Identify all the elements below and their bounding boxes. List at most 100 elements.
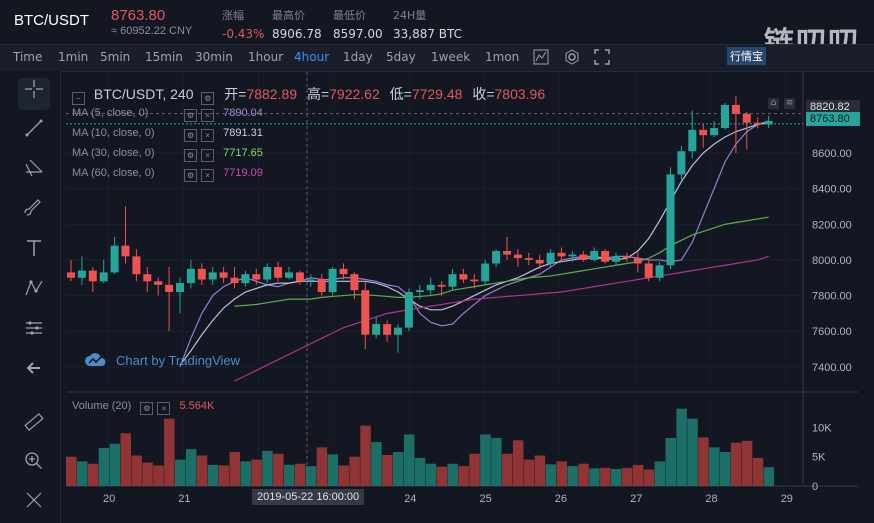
fib-icon[interactable] bbox=[18, 157, 50, 189]
interval-time[interactable]: Time bbox=[13, 50, 43, 64]
volume-bar bbox=[523, 459, 535, 486]
measure-icon[interactable] bbox=[18, 317, 50, 349]
interval-4hour[interactable]: 4hour bbox=[294, 50, 330, 64]
legend-settings-icon[interactable]: ⚙ bbox=[201, 92, 215, 105]
pattern-icon[interactable] bbox=[18, 277, 50, 309]
ma60-settings-icon[interactable]: ⚙ bbox=[184, 169, 198, 182]
pair-title: BTC/USDT bbox=[14, 12, 89, 29]
back-arrow-icon[interactable] bbox=[18, 357, 50, 389]
candle-body bbox=[241, 274, 250, 284]
candle-body bbox=[579, 254, 588, 260]
ma5-close-icon[interactable]: × bbox=[201, 109, 215, 122]
volume-settings-icon[interactable]: ⚙ bbox=[140, 402, 154, 415]
cloud-icon bbox=[85, 353, 106, 366]
y-tick-label: 7600.00 bbox=[812, 326, 852, 338]
cny-price: ≈ 60952.22 CNY bbox=[111, 25, 193, 37]
candle-body bbox=[361, 290, 370, 335]
volume-bar bbox=[196, 455, 208, 486]
candle-body bbox=[437, 284, 446, 287]
volume-bar bbox=[327, 454, 339, 486]
candle-body bbox=[285, 272, 293, 278]
candle-body bbox=[208, 272, 217, 280]
volume-bar bbox=[425, 463, 437, 486]
scale-menu-icon[interactable]: ≡ bbox=[784, 98, 795, 109]
x-tick-label: 27 bbox=[630, 493, 642, 505]
ruler-icon[interactable] bbox=[18, 411, 50, 443]
settings-gear-icon[interactable] bbox=[564, 49, 580, 65]
interval-5min[interactable]: 5min bbox=[100, 50, 131, 64]
volume-bar bbox=[534, 455, 546, 486]
candle-body bbox=[546, 252, 555, 264]
candle-body bbox=[274, 267, 283, 278]
candle-body bbox=[710, 128, 719, 136]
volume-legend: Volume (20) ⚙ × 5.564K bbox=[72, 400, 214, 415]
candle-body bbox=[513, 254, 522, 259]
candle-body bbox=[99, 272, 108, 282]
y-tick-label: 7800.00 bbox=[812, 291, 852, 303]
scale-lock-icon[interactable]: ⌂ bbox=[768, 98, 779, 109]
interval-1day[interactable]: 1day bbox=[343, 50, 373, 64]
ma30-settings-icon[interactable]: ⚙ bbox=[184, 149, 198, 162]
last-price: 8763.80 bbox=[111, 7, 166, 24]
volume-bar bbox=[284, 464, 295, 486]
interval-1week[interactable]: 1week bbox=[431, 50, 471, 64]
y-tick-label: 7400.00 bbox=[812, 362, 852, 374]
fullscreen-icon[interactable] bbox=[594, 49, 610, 65]
candle-body bbox=[699, 129, 708, 136]
volume-bar bbox=[338, 465, 349, 486]
volume-bar bbox=[621, 467, 633, 486]
candle-body bbox=[459, 274, 468, 280]
candle-body bbox=[731, 104, 740, 114]
collapse-icon[interactable]: − bbox=[72, 92, 85, 105]
interval-1mon[interactable]: 1mon bbox=[485, 50, 520, 64]
candle-body bbox=[764, 120, 773, 125]
candle-body bbox=[655, 265, 664, 278]
candle-body bbox=[492, 251, 501, 264]
candle-body bbox=[328, 268, 337, 292]
candle-body bbox=[263, 267, 272, 280]
candle-body bbox=[165, 284, 174, 292]
ma10-settings-icon[interactable]: ⚙ bbox=[184, 129, 198, 142]
volume-bar bbox=[251, 459, 262, 486]
tradingview-watermark[interactable]: Chart by TradingView bbox=[84, 352, 240, 368]
volume-bar bbox=[349, 456, 360, 486]
candle-body bbox=[197, 268, 206, 280]
ma10-close-icon[interactable]: × bbox=[201, 129, 215, 142]
interval-5day[interactable]: 5day bbox=[386, 50, 416, 64]
candle-body bbox=[742, 113, 751, 123]
magnet-icon[interactable] bbox=[18, 489, 50, 521]
low-value-2: 7729.48 bbox=[411, 86, 463, 102]
text-icon[interactable] bbox=[18, 237, 50, 269]
trendline-icon[interactable] bbox=[18, 117, 50, 149]
crosshair-icon[interactable] bbox=[18, 78, 50, 110]
candle-body bbox=[339, 268, 348, 275]
change-value: -0.43% bbox=[222, 27, 265, 41]
ma60-close-icon[interactable]: × bbox=[201, 169, 215, 182]
zoom-icon[interactable] bbox=[18, 450, 50, 482]
volume-bar bbox=[305, 466, 317, 486]
indicator-icon[interactable] bbox=[533, 49, 549, 65]
volume-bar bbox=[578, 463, 589, 486]
volume-bar bbox=[611, 469, 622, 486]
volume-close-icon[interactable]: × bbox=[157, 402, 171, 415]
interval-toolbar: Time 1min 5min 15min 30min 1hour 4hour 1… bbox=[0, 44, 874, 72]
interval-1min[interactable]: 1min bbox=[58, 50, 89, 64]
candle-body bbox=[644, 263, 653, 278]
candle-body bbox=[677, 151, 686, 175]
candle-body bbox=[481, 263, 490, 282]
ma5-settings-icon[interactable]: ⚙ bbox=[184, 109, 198, 122]
candle-body bbox=[143, 274, 152, 282]
ma30-close-icon[interactable]: × bbox=[201, 149, 215, 162]
interval-30min[interactable]: 30min bbox=[195, 50, 233, 64]
interval-15min[interactable]: 15min bbox=[145, 50, 183, 64]
candle-body bbox=[404, 292, 413, 328]
low-label-2: 低= bbox=[389, 86, 412, 102]
x-tick-label: 20 bbox=[103, 493, 115, 505]
candle-body bbox=[317, 279, 326, 292]
brush-icon[interactable] bbox=[18, 197, 50, 229]
volume-bar bbox=[654, 461, 666, 486]
high-stat: 最高价 8906.78 bbox=[272, 7, 322, 41]
logo-subtitle: 行情宝 bbox=[727, 47, 766, 65]
interval-1hour[interactable]: 1hour bbox=[248, 50, 284, 64]
